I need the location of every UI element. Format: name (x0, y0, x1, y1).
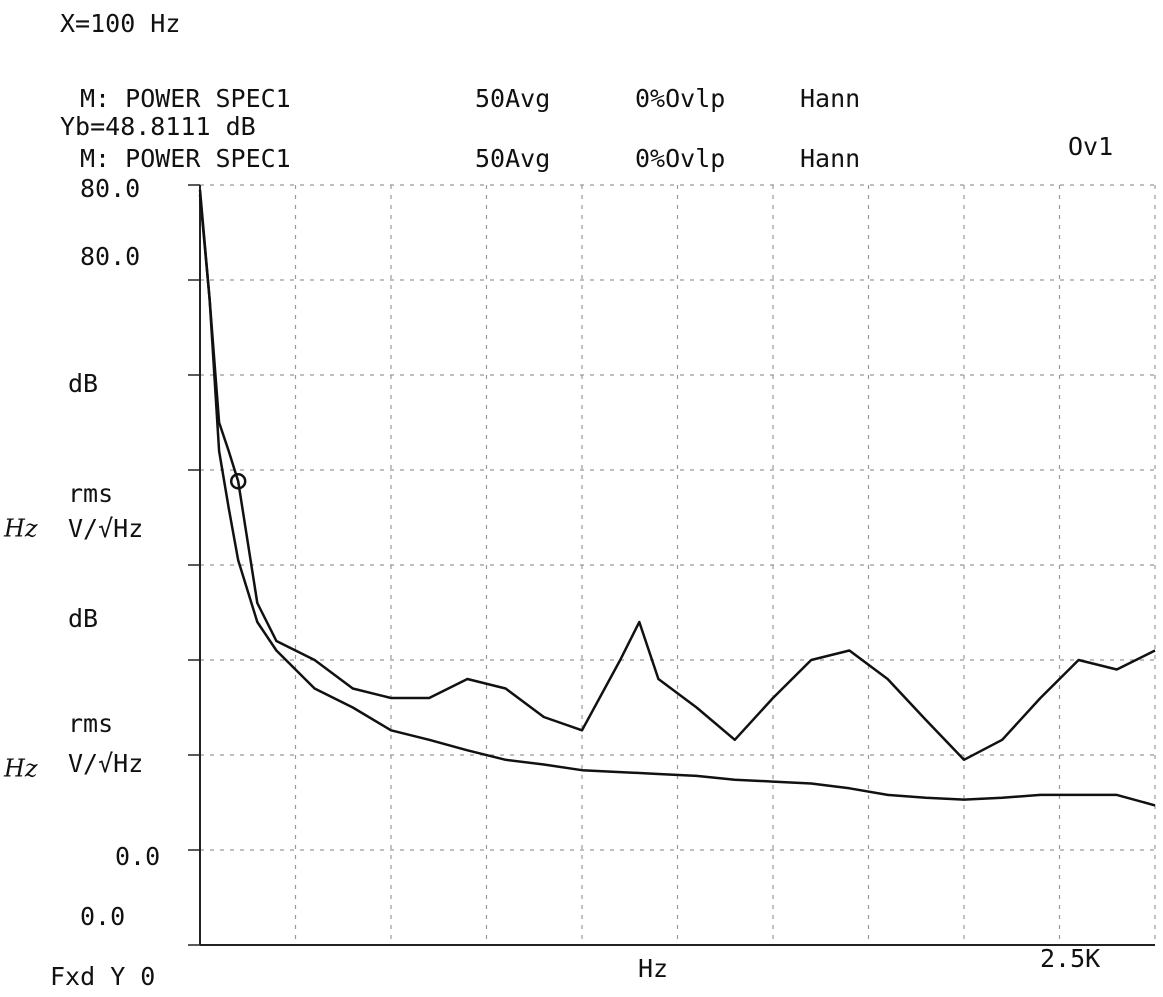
overload-flag: Ov1 (1068, 132, 1113, 161)
chart-title: X=100 Hz (60, 9, 180, 38)
marker (229, 473, 247, 490)
trace-line (198, 194, 1156, 807)
y-axis-label: 80.0 (80, 242, 140, 271)
y-axis-label: rms (68, 479, 113, 508)
trace-header: Hann (800, 84, 860, 113)
y-axis-label: rms (68, 709, 113, 738)
trace-line (198, 189, 1156, 762)
unit-note: Hz (3, 755, 38, 783)
y-axis-label: dB (68, 369, 98, 398)
x-start-label: Fxd Y 0 (50, 962, 155, 991)
unit-note: Hz (3, 515, 38, 543)
y-axis-label: V/√Hz (68, 749, 143, 778)
trace-header: 0%Ovlp (635, 144, 725, 173)
trace-header: M: POWER SPEC1 (80, 84, 291, 113)
trace-header: 0%Ovlp (635, 84, 725, 113)
trace-header: Hann (800, 144, 860, 173)
readout: Yb=48.8111 dB (60, 112, 256, 141)
y-axis-label: dB (68, 604, 98, 633)
y-axis-label: 0.0 (115, 842, 160, 871)
x-end-label: 2.5K (1040, 944, 1100, 973)
trace-header: M: POWER SPEC1 (80, 144, 291, 173)
y-axis-label: 80.0 (80, 174, 140, 203)
x-axis-label: Hz (638, 954, 668, 983)
y-axis-label: 0.0 (80, 902, 125, 931)
trace-header: 50Avg (475, 144, 550, 173)
trace-header: 50Avg (475, 84, 550, 113)
y-axis-label: V/√Hz (68, 514, 143, 543)
